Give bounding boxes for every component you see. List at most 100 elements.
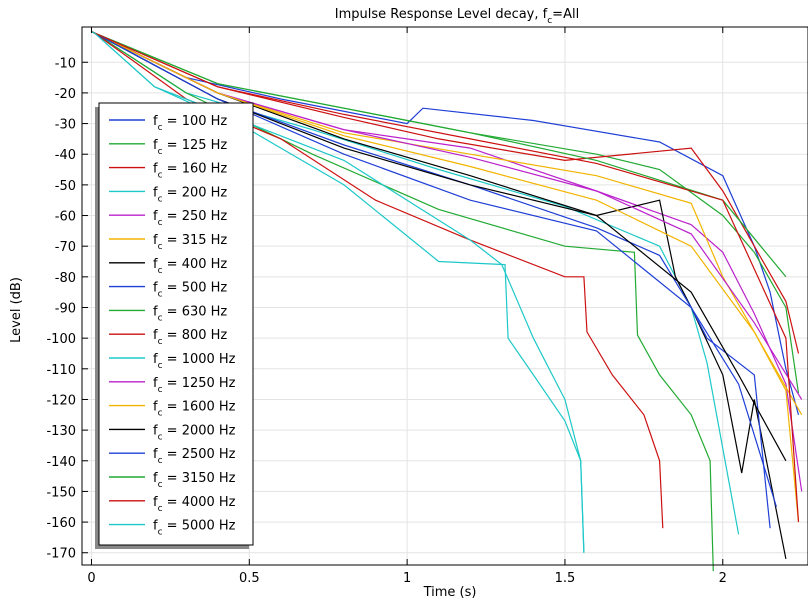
legend-label-suffix: = 1000 Hz xyxy=(163,352,236,367)
legend-label-sub: c xyxy=(158,385,163,395)
legend-label-prefix: f xyxy=(153,114,158,129)
y-tick-label: -40 xyxy=(55,148,76,163)
series-line xyxy=(91,31,803,416)
legend-label-sub: c xyxy=(158,409,163,419)
legend-label-suffix: = 160 Hz xyxy=(163,162,228,177)
legend-label: fc = 125 Hz xyxy=(153,138,227,157)
legend-label-suffix: = 250 Hz xyxy=(163,209,228,224)
legend-label: fc = 250 Hz xyxy=(153,209,227,228)
legend-label-sub: c xyxy=(158,266,163,276)
legend-label-sub: c xyxy=(158,432,163,442)
y-tick-label: -130 xyxy=(46,424,76,439)
x-tick-label: 0 xyxy=(87,571,95,586)
legend-label-prefix: f xyxy=(153,209,158,224)
legend-label: fc = 2500 Hz xyxy=(153,447,236,466)
legend-label-prefix: f xyxy=(153,471,158,486)
legend-label-prefix: f xyxy=(153,138,158,153)
legend-label-sub: c xyxy=(158,171,163,181)
legend-label-suffix: = 4000 Hz xyxy=(163,495,236,510)
legend-label-prefix: f xyxy=(153,423,158,438)
legend-label: fc = 500 Hz xyxy=(153,281,227,300)
legend-label-suffix: = 630 Hz xyxy=(163,304,228,319)
y-tick-label: -140 xyxy=(46,455,76,470)
legend-label-sub: c xyxy=(158,480,163,490)
x-tick-label: 1.5 xyxy=(555,571,576,586)
legend-label-sub: c xyxy=(158,147,163,157)
y-tick-label: -50 xyxy=(55,179,76,194)
legend-label-prefix: f xyxy=(153,376,158,391)
legend-label-suffix: = 125 Hz xyxy=(163,138,228,153)
legend-label: fc = 4000 Hz xyxy=(153,495,236,514)
y-tick-label: -20 xyxy=(55,87,76,102)
legend-label-sub: c xyxy=(158,456,163,466)
legend-label-prefix: f xyxy=(153,400,158,415)
legend-label-sub: c xyxy=(158,194,163,204)
legend-label: fc = 160 Hz xyxy=(153,162,227,181)
y-tick-label: -70 xyxy=(55,240,76,255)
y-tick-label: -80 xyxy=(55,271,76,286)
legend-label-suffix: = 800 Hz xyxy=(163,328,228,343)
chart-title-main: Impulse Response Level decay, f xyxy=(335,7,548,22)
legend-label-suffix: = 2000 Hz xyxy=(163,423,236,438)
legend-label-prefix: f xyxy=(153,162,158,177)
y-tick-label: -160 xyxy=(46,516,76,531)
legend-label-sub: c xyxy=(158,361,163,371)
legend-label: fc = 3150 Hz xyxy=(153,471,236,490)
legend-box xyxy=(98,102,254,546)
legend-label-sub: c xyxy=(158,218,163,228)
y-tick-label: -170 xyxy=(46,547,76,562)
legend-label-prefix: f xyxy=(153,495,158,510)
x-tick-label: 2 xyxy=(719,571,727,586)
y-tick-label: -100 xyxy=(46,332,76,347)
legend-label-suffix: = 315 Hz xyxy=(163,233,228,248)
y-axis-label: Level (dB) xyxy=(9,277,24,343)
legend-label: fc = 800 Hz xyxy=(153,328,227,347)
series-line xyxy=(91,31,585,553)
y-tick-label: -150 xyxy=(46,485,76,500)
legend-label-prefix: f xyxy=(153,233,158,248)
legend-label-prefix: f xyxy=(153,328,158,343)
x-tick-label: 1 xyxy=(403,571,411,586)
legend-label-sub: c xyxy=(158,313,163,323)
legend-label-suffix: = 400 Hz xyxy=(163,257,228,272)
legend-label: fc = 1600 Hz xyxy=(153,400,236,419)
y-tick-label: -90 xyxy=(55,301,76,316)
legend-label-suffix: = 3150 Hz xyxy=(163,471,236,486)
legend-label-prefix: f xyxy=(153,281,158,296)
legend-label-prefix: f xyxy=(153,519,158,534)
legend-label-prefix: f xyxy=(153,185,158,200)
legend-label-sub: c xyxy=(158,528,163,538)
legend-label: fc = 1000 Hz xyxy=(153,352,236,371)
x-tick-label: 0.5 xyxy=(239,571,260,586)
x-axis-label: Time (s) xyxy=(423,585,477,600)
legend-label-sub: c xyxy=(158,337,163,347)
legend-label-suffix: = 2500 Hz xyxy=(163,447,236,462)
y-tick-label: -10 xyxy=(55,56,76,71)
legend-label: fc = 315 Hz xyxy=(153,233,227,252)
legend-label-prefix: f xyxy=(153,304,158,319)
series-lines xyxy=(91,31,803,572)
legend-label: fc = 1250 Hz xyxy=(153,376,236,395)
legend-label-suffix: = 5000 Hz xyxy=(163,519,236,534)
legend-label: fc = 2000 Hz xyxy=(153,423,236,442)
legend-label: fc = 200 Hz xyxy=(153,185,227,204)
series-line xyxy=(91,31,714,572)
y-tick-label: -60 xyxy=(55,210,76,225)
legend-label: fc = 5000 Hz xyxy=(153,519,236,538)
legend-label: fc = 400 Hz xyxy=(153,257,227,276)
y-tick-label: -120 xyxy=(46,393,76,408)
legend-label: fc = 100 Hz xyxy=(153,114,227,133)
chart-title: Impulse Response Level decay, fc=All xyxy=(335,7,579,26)
legend-label-sub: c xyxy=(158,242,163,252)
chart-title-sub: c xyxy=(547,16,552,26)
legend-label-sub: c xyxy=(158,504,163,514)
legend-label-suffix: = 100 Hz xyxy=(163,114,228,129)
legend-label-sub: c xyxy=(158,123,163,133)
legend-label-suffix: = 1600 Hz xyxy=(163,400,236,415)
legend-label: fc = 630 Hz xyxy=(153,304,227,323)
chart-title-suffix: =All xyxy=(552,7,579,22)
legend-label-suffix: = 1250 Hz xyxy=(163,376,236,391)
axis-ticks: 0 0.5 1 1.5 2 -10 -20 -30 -40 -50 -60 -70 -80 -90 -100… xyxy=(46,27,727,586)
